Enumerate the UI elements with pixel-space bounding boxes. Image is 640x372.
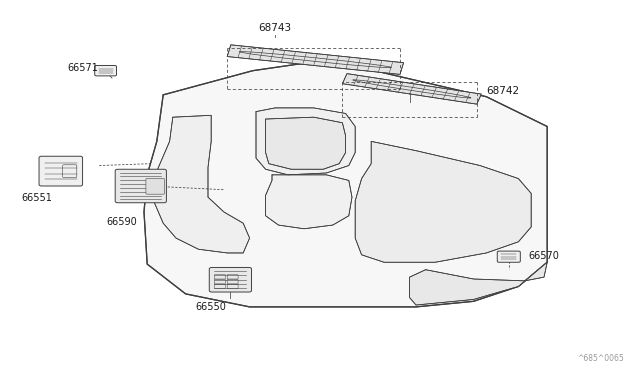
Text: 68742: 68742 (486, 86, 520, 96)
Text: 66550: 66550 (196, 302, 227, 312)
Polygon shape (154, 115, 250, 253)
FancyBboxPatch shape (209, 267, 252, 292)
Text: 66590: 66590 (106, 217, 137, 227)
FancyBboxPatch shape (497, 251, 520, 262)
Polygon shape (144, 63, 547, 307)
Text: ^685^0065: ^685^0065 (577, 354, 624, 363)
Polygon shape (410, 262, 547, 305)
FancyBboxPatch shape (146, 179, 164, 194)
Polygon shape (256, 108, 355, 175)
Text: 66571: 66571 (67, 63, 98, 73)
FancyBboxPatch shape (95, 65, 116, 76)
Polygon shape (266, 175, 352, 229)
Text: 66551: 66551 (22, 193, 52, 203)
FancyBboxPatch shape (115, 169, 166, 203)
Text: 66570: 66570 (528, 251, 559, 261)
Polygon shape (266, 117, 346, 169)
Polygon shape (342, 74, 481, 104)
Polygon shape (227, 45, 404, 74)
FancyBboxPatch shape (39, 156, 83, 186)
Polygon shape (355, 141, 531, 262)
Text: 68743: 68743 (259, 23, 292, 33)
